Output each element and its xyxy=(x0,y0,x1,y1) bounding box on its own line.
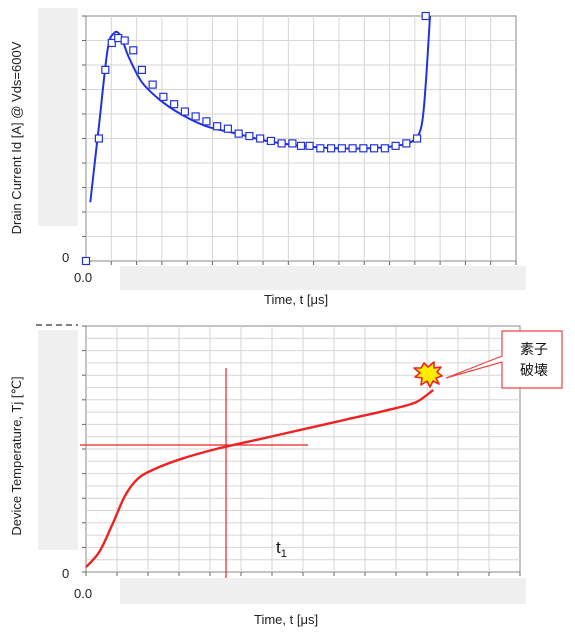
top-series-group xyxy=(81,11,431,266)
drain-current-measured-marker xyxy=(348,144,357,153)
bottom-grid xyxy=(86,326,520,572)
drain-current-measured-marker xyxy=(266,136,275,146)
bottom-x-axis-label: Time, t [μs] xyxy=(254,612,318,627)
bottom-x-tick-label: 0.0 xyxy=(74,586,92,601)
top-x-axis-label: Time, t [μs] xyxy=(264,292,328,307)
drain-current-measured-marker xyxy=(148,80,157,89)
drain-current-measured-marker xyxy=(327,144,336,153)
explosion-icon xyxy=(413,361,443,388)
t1-subscript: 1 xyxy=(281,548,287,560)
drain-current-measured-marker xyxy=(256,134,265,143)
drain-current-measured-marker xyxy=(380,144,389,153)
drain-current-measured-marker xyxy=(421,11,430,21)
bottom-series-group xyxy=(85,389,434,568)
drain-current-measured-marker xyxy=(191,112,200,121)
drain-current-measured-marker xyxy=(213,122,222,131)
callout-bubble xyxy=(445,330,563,389)
drain-current-measured-marker xyxy=(413,134,422,143)
drain-current-measured-marker xyxy=(277,139,286,148)
top-y-axis-label: Drain Current Id [A] @ Vds=600V xyxy=(9,41,24,234)
t1-letter: t xyxy=(276,538,281,557)
drain-current-measured-marker xyxy=(180,107,189,116)
top-x-tick-label: 0.0 xyxy=(74,270,92,285)
drain-current-measured-marker xyxy=(137,65,146,75)
top-grid xyxy=(86,16,516,261)
drain-current-measured-marker xyxy=(305,141,314,150)
drain-current-measured-marker xyxy=(159,92,168,101)
drain-current-measured-marker xyxy=(234,129,243,138)
drain-current-measured-marker xyxy=(129,46,138,55)
bottom-y-tick-label: 0 xyxy=(62,566,69,581)
bottom-y-axis-label: Device Temperature, Tj [℃] xyxy=(9,376,24,535)
device-temperature-chart: 素子 破壊 t1 0 0.0 Time, t [μs] Device Tempe… xyxy=(9,324,563,627)
drain-current-measured-marker xyxy=(107,38,116,48)
device-temperature-line xyxy=(85,389,434,568)
drain-current-measured-marker xyxy=(402,139,411,148)
drain-current-measured-marker xyxy=(101,65,110,75)
drain-current-chart: 0 0.0 Time, t [μs] Drain Current Id [A] … xyxy=(9,8,526,307)
drain-current-measured-marker xyxy=(316,144,325,153)
drain-current-measured-marker xyxy=(223,124,232,133)
t1-annotation: t1 xyxy=(276,538,287,560)
bottom-tick-marks xyxy=(82,325,521,576)
drain-current-measured-marker xyxy=(296,141,306,150)
bottom-x-axis-band xyxy=(120,578,526,604)
top-y-tick-label: 0 xyxy=(62,250,69,265)
drain-current-measured-marker xyxy=(202,117,211,126)
drain-current-measured-marker xyxy=(120,36,129,45)
drain-current-measured-marker xyxy=(245,131,254,141)
callout-line-2: 破壊 xyxy=(520,362,548,378)
drain-current-measured-marker xyxy=(81,256,91,266)
drain-current-measured-marker xyxy=(370,144,379,153)
drain-current-measured-marker xyxy=(94,134,104,143)
callout-line-1: 素子 xyxy=(520,341,548,357)
drain-current-measured-marker xyxy=(359,144,368,153)
top-y-axis-band xyxy=(38,8,78,226)
drain-current-measured-marker xyxy=(288,139,297,148)
drain-current-measured-marker xyxy=(170,100,179,109)
drain-current-measured-marker xyxy=(391,141,400,150)
bottom-y-axis-band xyxy=(38,330,78,550)
drain-current-measured-marker xyxy=(337,144,346,153)
top-x-axis-band xyxy=(120,266,526,290)
